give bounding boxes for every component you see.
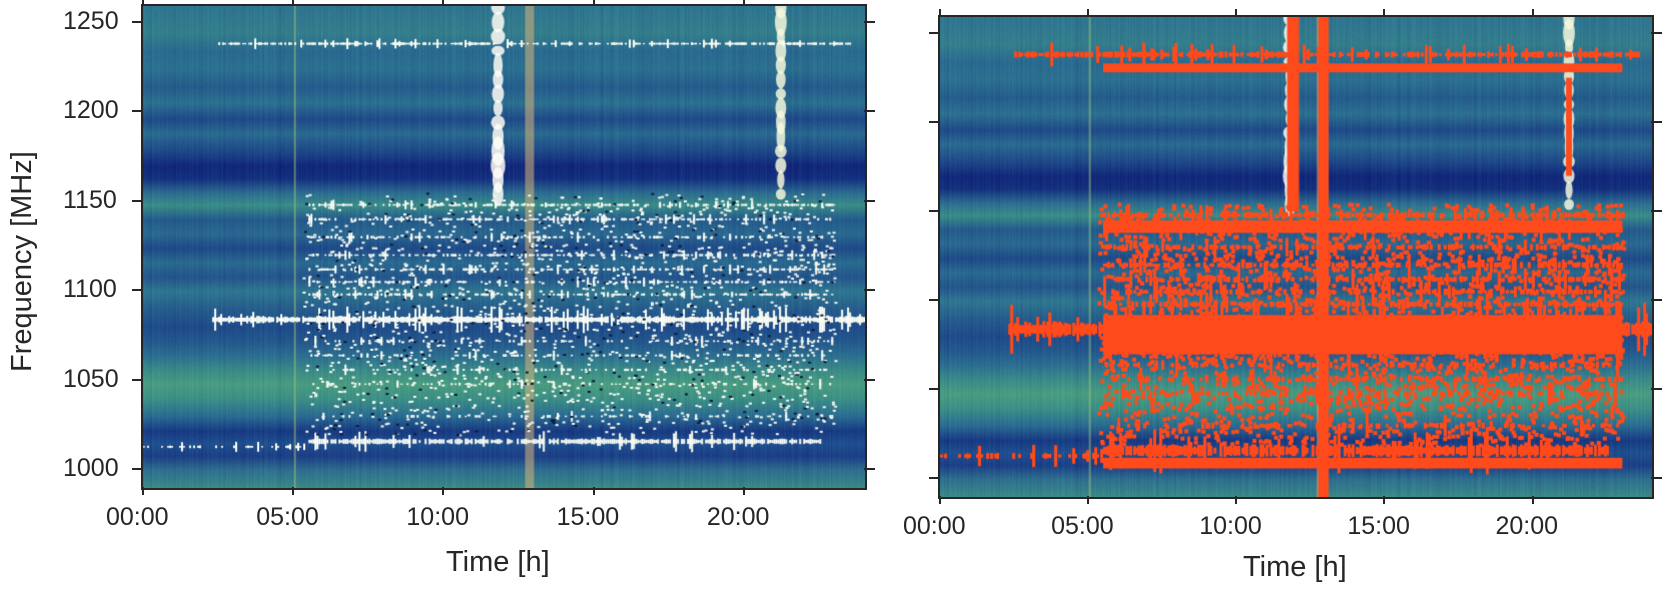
x-tick-mark-top [142, 0, 144, 6]
y-tick-mark-right [1651, 388, 1662, 391]
y-tick-mark-right [1651, 477, 1662, 480]
y-tick-mark [929, 477, 940, 480]
x-tick-label: 15:00 [556, 503, 620, 531]
x-tick-mark-top [442, 0, 445, 6]
y-tick-label: 1100 [63, 275, 117, 304]
y-tick-mark [132, 110, 143, 113]
x-tick-label: 20:00 [706, 503, 770, 531]
x-tick-mark [1531, 496, 1534, 504]
y-tick-label: 1200 [63, 96, 119, 125]
x-tick-mark-top [1383, 9, 1386, 17]
y-tick-mark [132, 378, 143, 381]
y-tick-mark-right [1651, 210, 1662, 213]
x-tick-label: 05:00 [1051, 512, 1114, 540]
x-tick-label: 10:00 [1199, 512, 1262, 540]
x-tick-mark [442, 487, 445, 495]
y-tick-mark [929, 210, 940, 213]
y-tick-mark [929, 32, 940, 35]
x-tick-label: 00:00 [903, 512, 966, 540]
x-tick-label: 20:00 [1495, 512, 1559, 540]
x-tick-mark [742, 487, 745, 495]
y-tick-mark-right [1651, 299, 1662, 302]
y-tick-mark-right [864, 199, 875, 202]
x-tick-mark [292, 487, 295, 495]
y-tick-mark-right [864, 21, 875, 24]
y-tick-mark-right [864, 468, 875, 471]
y-tick-mark-right [1651, 121, 1662, 124]
x-tick-mark [592, 487, 595, 495]
x-tick-label: 15:00 [1347, 512, 1410, 540]
left-spectrogram-heatmap [143, 6, 865, 488]
x-tick-label: 00:00 [106, 503, 169, 531]
y-tick-mark [132, 199, 143, 202]
x-tick-label: 05:00 [256, 503, 319, 531]
left-plot-area [141, 4, 867, 490]
y-tick-label: 1050 [63, 364, 119, 393]
y-tick-label: 1150 [63, 185, 117, 214]
x-tick-mark-top [292, 0, 295, 6]
x-tick-mark [1087, 496, 1090, 504]
y-tick-mark [132, 289, 143, 292]
left-x-axis-label: Time [h] [446, 546, 550, 578]
right-x-axis-label: Time [h] [1243, 551, 1347, 583]
x-tick-mark-top [1087, 9, 1090, 17]
x-tick-mark [1235, 496, 1238, 504]
y-tick-label: 1000 [63, 454, 119, 483]
x-tick-mark-top [1235, 9, 1238, 17]
y-tick-mark [929, 388, 940, 391]
x-tick-mark-top [592, 0, 595, 6]
y-tick-mark [929, 121, 940, 124]
right-masked-spectrogram-heatmap [940, 17, 1652, 497]
y-tick-mark-right [864, 110, 875, 113]
y-tick-mark-right [864, 378, 875, 381]
x-tick-label: 10:00 [406, 503, 469, 531]
x-tick-mark-top [742, 0, 745, 6]
left-spectrogram-panel: 00:00 05:00 10:00 15:00 20:00 1000 1050 1100 11… [6, 0, 875, 578]
y-tick-mark [132, 21, 143, 24]
x-tick-mark [142, 487, 144, 495]
y-tick-mark-right [864, 289, 875, 292]
x-tick-mark-top [939, 9, 941, 17]
y-tick-label: 1250 [63, 7, 119, 36]
x-tick-mark [1383, 496, 1386, 504]
y-tick-mark [929, 299, 940, 302]
y-tick-mark-right [1651, 32, 1662, 35]
x-tick-mark [939, 496, 941, 504]
right-plot-area [938, 15, 1654, 499]
x-tick-mark-top [1531, 9, 1534, 17]
y-tick-mark [132, 468, 143, 471]
